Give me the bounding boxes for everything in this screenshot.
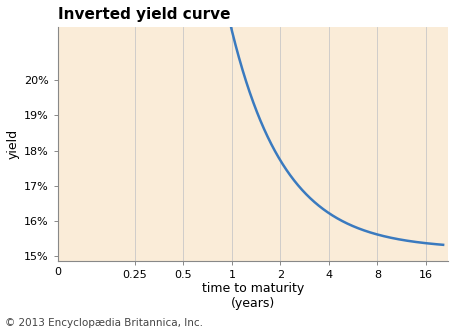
Text: Inverted yield curve: Inverted yield curve [58,7,230,22]
X-axis label: time to maturity
(years): time to maturity (years) [202,282,304,310]
Text: © 2013 Encyclopædia Britannica, Inc.: © 2013 Encyclopædia Britannica, Inc. [5,318,202,328]
Y-axis label: yield: yield [7,129,20,159]
Text: 0: 0 [55,267,61,277]
